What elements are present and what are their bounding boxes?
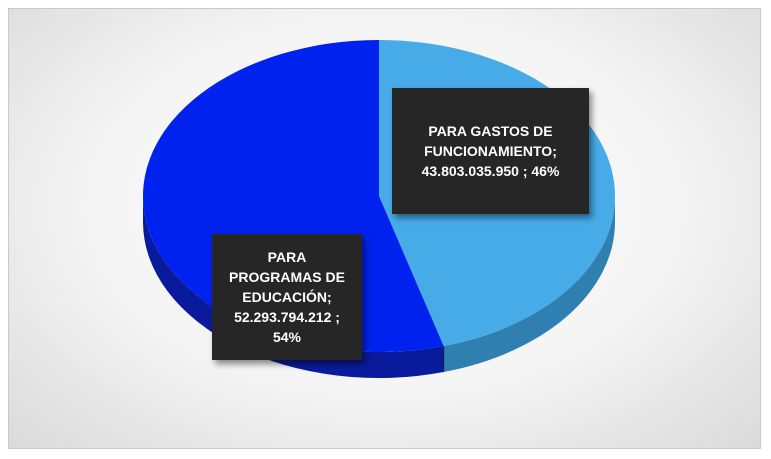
data-label-line: 54% — [272, 329, 302, 345]
data-label-line: PARA — [267, 249, 307, 265]
pie-side-wall — [443, 196, 615, 373]
data-label-line: FUNCIONAMIENTO; — [424, 143, 557, 159]
data-label-programas-educacion: PARA PROGRAMAS DE EDUCACIÓN; 52.293.794.… — [212, 234, 362, 360]
data-label-line: 43.803.035.950 ; 46% — [421, 163, 560, 179]
data-label-line: EDUCACIÓN; — [242, 289, 332, 305]
data-label-line: PARA GASTOS DE — [428, 123, 553, 139]
data-label-gastos-funcionamiento: PARA GASTOS DE FUNCIONAMIENTO; 43.803.03… — [392, 88, 589, 214]
pie-chart — [142, 40, 615, 379]
data-label-line: 52.293.794.212 ; — [234, 309, 340, 325]
data-label-line: PROGRAMAS DE — [229, 269, 345, 285]
chart-area: PARA GASTOS DE FUNCIONAMIENTO; 43.803.03… — [8, 8, 761, 449]
